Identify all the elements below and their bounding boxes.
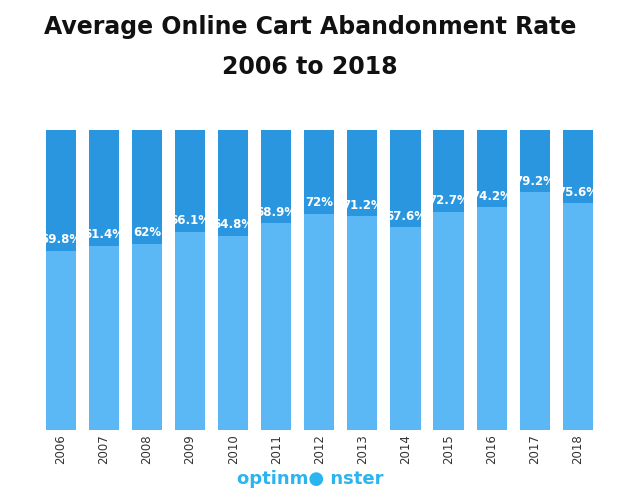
Bar	[520, 130, 550, 192]
Text: 79.2%: 79.2%	[514, 175, 555, 188]
Bar	[89, 130, 119, 246]
Bar	[175, 130, 205, 232]
Text: 71.2%: 71.2%	[342, 199, 383, 212]
Bar	[304, 130, 334, 214]
Text: 61.4%: 61.4%	[84, 228, 125, 241]
Text: 72.7%: 72.7%	[428, 194, 469, 207]
Text: optinm● nster: optinm● nster	[237, 470, 383, 488]
Text: 72%: 72%	[305, 196, 334, 209]
Text: 62%: 62%	[133, 226, 161, 239]
Bar	[477, 208, 507, 430]
Text: 59.8%: 59.8%	[40, 233, 81, 246]
Text: 68.9%: 68.9%	[255, 206, 297, 219]
Bar	[46, 250, 76, 430]
Text: 67.6%: 67.6%	[385, 210, 426, 222]
Bar	[261, 130, 291, 224]
Text: Average Online Cart Abandonment Rate: Average Online Cart Abandonment Rate	[44, 15, 576, 39]
Bar	[347, 130, 378, 216]
Bar	[46, 130, 76, 250]
Bar	[433, 130, 464, 212]
Bar	[347, 216, 378, 430]
Bar	[562, 130, 593, 203]
Bar	[304, 214, 334, 430]
Text: 75.6%: 75.6%	[557, 186, 598, 198]
Text: 64.8%: 64.8%	[213, 218, 254, 231]
Bar	[132, 244, 162, 430]
Bar	[132, 130, 162, 244]
Bar	[520, 192, 550, 430]
Bar	[562, 203, 593, 430]
Bar	[218, 130, 248, 236]
Text: 2006 to 2018: 2006 to 2018	[222, 55, 398, 79]
Bar	[218, 236, 248, 430]
Bar	[433, 212, 464, 430]
Bar	[391, 227, 420, 430]
Text: 66.1%: 66.1%	[170, 214, 211, 227]
Text: 74.2%: 74.2%	[471, 190, 512, 203]
Bar	[89, 246, 119, 430]
Bar	[261, 224, 291, 430]
Bar	[477, 130, 507, 208]
Bar	[391, 130, 420, 227]
Bar	[175, 232, 205, 430]
